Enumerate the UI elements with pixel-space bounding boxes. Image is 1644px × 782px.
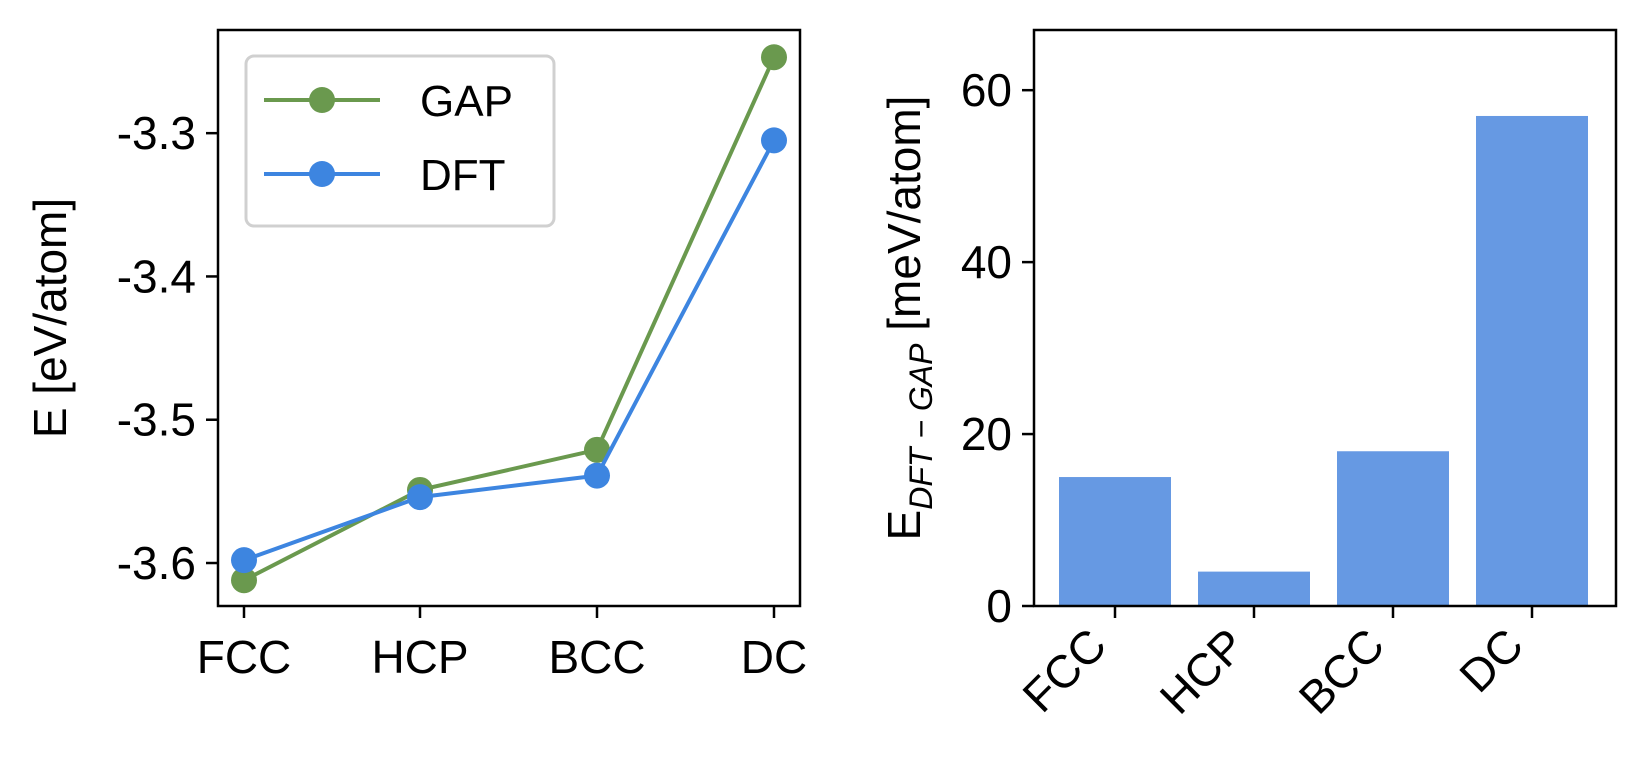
bar-ylabel-subscript: DFT − GAP bbox=[903, 343, 939, 510]
bar-chart-y-axis-label: EDFT − GAP [meV/atom] bbox=[878, 96, 939, 541]
legend-marker-dot-dft bbox=[309, 161, 335, 187]
line-chart-legend: GAP DFT bbox=[244, 54, 556, 228]
series-line-dft bbox=[243, 139, 776, 563]
legend-label-dft: DFT bbox=[420, 151, 506, 200]
bar-ylabel-unit: [meV/atom] bbox=[878, 96, 930, 344]
data-point-dft-dc bbox=[761, 127, 787, 154]
bar-chart-panel: 0 20 40 60 FCC HCP BCC DC EDFT − GAP [meV/atom] bbox=[878, 28, 1618, 724]
bar-dc bbox=[1476, 115, 1588, 606]
y-tick-label: -3.3 bbox=[117, 107, 196, 159]
y-tick-label: 40 bbox=[961, 236, 1012, 288]
bar-ticks-layer: 0 20 40 60 FCC HCP BCC DC bbox=[961, 64, 1534, 724]
y-tick-label: 60 bbox=[961, 64, 1012, 116]
x-tick-label: HCP bbox=[1150, 618, 1255, 723]
y-tick-label: -3.6 bbox=[117, 537, 196, 589]
bar-fcc bbox=[1059, 477, 1171, 606]
line-series-layer bbox=[231, 44, 787, 594]
data-point-dft-hcp bbox=[407, 484, 433, 511]
line-chart-y-axis-label: E [eV/atom] bbox=[24, 198, 76, 438]
series-line-gap bbox=[243, 56, 776, 582]
y-tick-label: 20 bbox=[961, 408, 1012, 460]
bar-bcc bbox=[1337, 451, 1449, 606]
data-point-gap-dc bbox=[761, 44, 787, 71]
bar-ylabel-main: E bbox=[878, 510, 930, 541]
data-point-gap-fcc bbox=[231, 567, 257, 594]
bar-hcp bbox=[1198, 571, 1310, 606]
x-tick-label: FCC bbox=[1012, 618, 1116, 722]
x-tick-label: BCC bbox=[548, 631, 645, 683]
x-tick-label: FCC bbox=[197, 631, 292, 683]
y-tick-label: 0 bbox=[986, 580, 1012, 632]
data-point-dft-fcc bbox=[231, 547, 257, 574]
x-tick-label: HCP bbox=[371, 631, 468, 683]
x-tick-label: DC bbox=[1449, 618, 1533, 702]
legend-label-gap: GAP bbox=[420, 77, 513, 126]
legend-marker-dot-gap bbox=[309, 87, 335, 113]
x-tick-label: DC bbox=[741, 631, 807, 683]
x-tick-label: BCC bbox=[1289, 618, 1394, 723]
y-tick-label: -3.4 bbox=[117, 250, 196, 302]
y-tick-label: -3.5 bbox=[117, 394, 196, 446]
data-point-gap-bcc bbox=[584, 436, 610, 463]
line-chart-frame bbox=[216, 28, 802, 608]
data-point-dft-bcc bbox=[584, 462, 610, 489]
bar-layer bbox=[1059, 115, 1588, 606]
bar-chart-frame bbox=[1032, 28, 1618, 608]
